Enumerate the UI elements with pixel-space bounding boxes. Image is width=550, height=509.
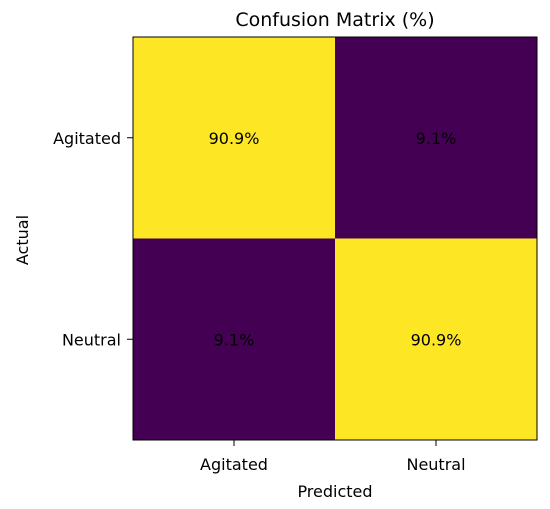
plot-frame bbox=[132, 36, 538, 441]
x-tick-label: Agitated bbox=[200, 455, 268, 474]
heatmap-cell-1-0 bbox=[133, 238, 335, 440]
chart-title: Confusion Matrix (%) bbox=[235, 9, 434, 31]
heatmap-cells bbox=[133, 37, 537, 440]
x-axis-label: Predicted bbox=[297, 482, 372, 501]
y-axis-label: Actual bbox=[13, 215, 32, 265]
y-tick-label: Agitated bbox=[53, 129, 121, 148]
cell-value-label-1-0: 9.1% bbox=[214, 330, 255, 349]
cell-value-label-1-1: 90.9% bbox=[411, 330, 462, 349]
x-axis-ticks: Agitated Neutral bbox=[200, 440, 466, 474]
y-axis-ticks: Agitated Neutral bbox=[53, 129, 133, 349]
y-tick-label: Neutral bbox=[62, 330, 121, 349]
heatmap-cell-0-1 bbox=[335, 37, 537, 239]
cell-value-label-0-0: 90.9% bbox=[209, 129, 260, 148]
heatmap-cell-labels: 90.9% 9.1% 9.1% 90.9% bbox=[209, 129, 462, 350]
cell-value-label-0-1: 9.1% bbox=[416, 129, 457, 148]
x-tick-label: Neutral bbox=[406, 455, 465, 474]
heatmap-cell-0-0 bbox=[133, 37, 335, 239]
heatmap-cell-1-1 bbox=[335, 238, 537, 440]
